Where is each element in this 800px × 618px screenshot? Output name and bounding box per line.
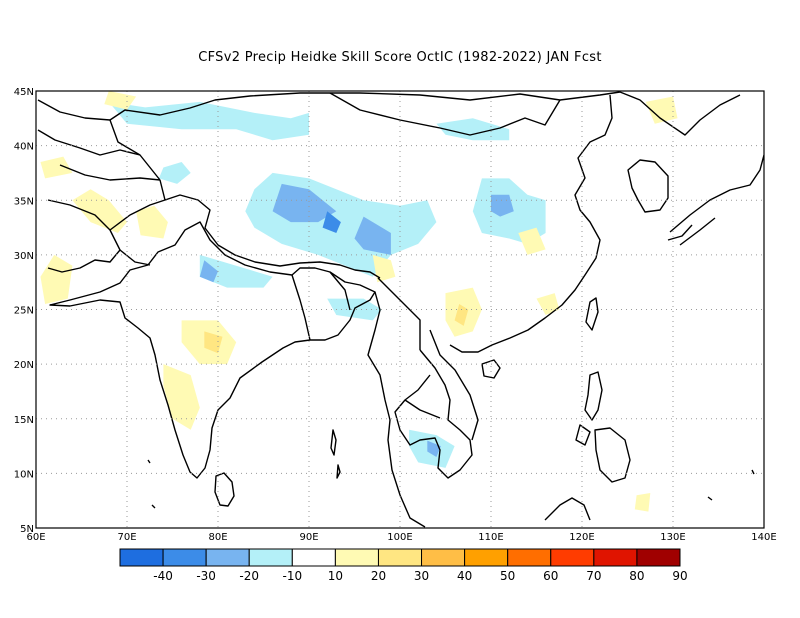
colorbar-label: 50 [500,569,515,583]
skill-region [634,493,651,512]
skill-region [245,172,437,277]
skill-region [454,304,469,326]
colorbar-label: -20 [239,569,259,583]
skill-region [104,91,137,110]
colorbar-swatch [464,548,509,567]
colorbar-label: 70 [586,569,601,583]
borneo-fragment [544,497,591,521]
himalaya-border [164,194,381,279]
skill-region [72,189,127,233]
colorbar-swatch [205,548,250,567]
skill-region [518,227,546,255]
lat-tick-label: 10N [14,469,34,480]
longitude-tick-labels: 60E 70E 80E 90E 100E 110E 120E 130E 140E [26,532,776,543]
sri-lanka-coastline [214,472,235,507]
lon-tick-label: 70E [117,532,136,543]
skill-region [372,254,396,283]
latitude-tick-labels: 5N 10N 15N 20N 25N 30N 35N 40N 45N [14,87,34,535]
skill-region [40,254,73,304]
lat-tick-label: 35N [14,196,34,207]
lon-tick-label: 120E [569,532,594,543]
lon-tick-label: 80E [208,532,227,543]
skill-region [536,293,560,315]
taiwan-coastline [585,297,599,331]
central-asia-borders [37,99,161,273]
japan-coastline [667,154,764,246]
colorbar-swatch [507,548,552,567]
colorbar-label: 40 [457,569,472,583]
lat-lon-grid [36,91,764,528]
small-islands [147,459,755,509]
colorbar-swatch [291,548,336,567]
skill-region [272,183,337,223]
lat-tick-label: 20N [14,360,34,371]
colorbar-swatch [377,548,423,567]
lon-tick-label: 90E [299,532,318,543]
mongolia-border [329,92,561,136]
lat-tick-label: 25N [14,306,34,317]
skill-region [136,205,168,239]
colorbar-swatch [593,548,638,567]
se-asia-coastline [367,291,473,528]
colorbar-swatch [636,548,681,567]
colorbar-label: 80 [629,569,644,583]
manchuria-coast [619,91,741,136]
philippines-coastline [575,371,631,483]
india-coastline [49,221,376,479]
skill-region [40,156,73,179]
map-frame [35,90,765,529]
lon-tick-label: 110E [478,532,503,543]
colorbar-swatch [248,548,293,567]
lat-tick-label: 45N [14,87,34,98]
colorbar-swatch [421,548,466,567]
china-east-coast [449,94,613,353]
lon-tick-label: 100E [387,532,412,543]
colorbar-swatch [119,548,164,567]
coastlines-and-borders [37,91,764,528]
colorbar-label: 30 [414,569,429,583]
map-title: CFSv2 Precip Heidke Skill Score OctIC (1… [198,50,602,65]
skill-region [427,440,441,457]
lat-tick-label: 30N [14,251,34,262]
skill-region [645,96,678,124]
colorbar-swatch [550,548,595,567]
lat-tick-label: 15N [14,415,34,426]
colorbar-swatch [162,548,207,567]
skill-region [322,211,341,233]
skill-region [163,364,200,430]
skill-region [199,254,273,288]
skill-region [199,260,218,283]
lat-tick-label: 40N [14,142,34,153]
colorbar-label: -40 [153,569,173,583]
colorbar-label: -10 [283,569,303,583]
china-border [109,91,621,181]
hainan-coastline [481,359,501,379]
pakistan-border [109,179,166,266]
colorbar-label: 10 [328,569,343,583]
colorbar-label: 90 [672,569,687,583]
lon-tick-label: 130E [660,532,685,543]
colorbar-labels: -40 -30 -20 -10 10 20 30 40 50 60 70 80 90 [153,569,687,583]
lat-tick-label: 5N [20,524,34,535]
colorbar-label: -30 [196,569,216,583]
lon-tick-label: 60E [26,532,45,543]
lon-tick-label: 140E [751,532,776,543]
indochina-borders [377,277,479,441]
colorbar-swatch [334,548,379,567]
colorbar-label: 20 [371,569,386,583]
andaman-islands [330,429,341,479]
colorbar [119,548,681,567]
skill-region [436,118,510,141]
korea-coastline [627,159,669,213]
skill-region [108,101,309,141]
skill-region [158,162,191,184]
skill-region [354,216,391,255]
colorbar-label: 60 [543,569,558,583]
bangladesh-myanmar-border [291,271,351,341]
